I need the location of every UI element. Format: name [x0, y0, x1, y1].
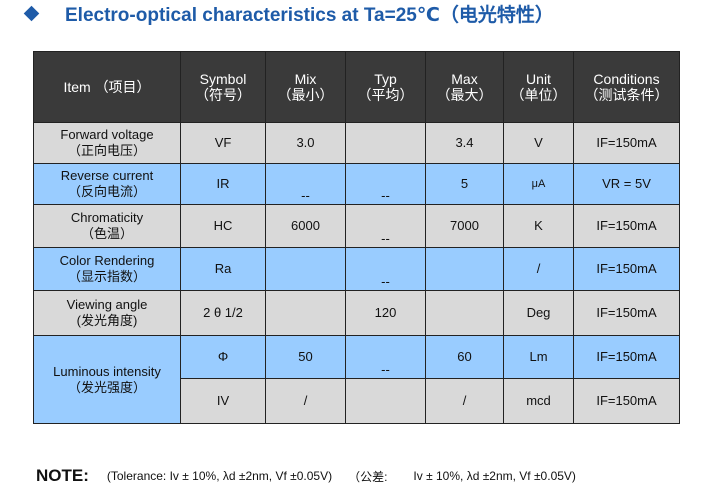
unit-cell: Lm: [503, 335, 574, 379]
max-cell: 60: [425, 335, 504, 379]
condition-cell: IF=150mA: [573, 290, 680, 336]
max-cell: 5: [425, 163, 504, 205]
header-typ: Typ （平均）: [345, 51, 426, 123]
header-max: Max （最大）: [425, 51, 504, 123]
typ-cell: --: [345, 247, 426, 291]
symbol-cell: VF: [180, 122, 266, 164]
condition-cell: IF=150mA: [573, 335, 680, 379]
note-label: NOTE:: [36, 466, 89, 485]
symbol-cell: 2 θ 1/2: [180, 290, 266, 336]
condition-cell: VR = 5V: [573, 163, 680, 205]
unit-cell: Deg: [503, 290, 574, 336]
electro-optical-table: Item （项目） Symbol （符号） Mix （最小） Typ （平均） Max…: [33, 51, 680, 424]
typ-cell: [345, 378, 426, 424]
note-text-zh-prefix: （公差:: [348, 469, 388, 484]
header-unit: Unit （单位）: [503, 51, 574, 123]
min-cell: 6000: [265, 204, 346, 248]
unit-cell: mcd: [503, 378, 574, 424]
header-symbol: Symbol （符号）: [180, 51, 266, 123]
item-cell: Chromaticity （色温）: [33, 204, 181, 248]
section-heading: Electro-optical characteristics at Ta=25…: [22, 0, 554, 26]
max-cell: [425, 290, 504, 336]
table-row: Viewing angle (发光角度) 2 θ 1/2 120 Deg IF=1…: [33, 290, 680, 336]
max-cell: 3.4: [425, 122, 504, 164]
symbol-cell: IV: [180, 378, 266, 424]
symbol-cell: IR: [180, 163, 266, 205]
condition-cell: IF=150mA: [573, 122, 680, 164]
table-row: Color Rendering （显示指数） Ra -- / IF=150mA: [33, 247, 680, 291]
table-header-row: Item （项目） Symbol （符号） Mix （最小） Typ （平均） Max…: [33, 51, 680, 123]
table-row: Luminous intensity （发光强度） Φ 50 -- 60 Lm I…: [33, 335, 680, 424]
max-cell: [425, 247, 504, 291]
table-row: Forward voltage （正向电压） VF 3.0 3.4 V IF=15…: [33, 122, 680, 164]
typ-cell: --: [345, 204, 426, 248]
diamond-bullet-icon: [23, 5, 40, 21]
unit-cell: /: [503, 247, 574, 291]
condition-cell: IF=150mA: [573, 247, 680, 291]
symbol-cell: Φ: [180, 335, 266, 379]
typ-cell: 120: [345, 290, 426, 336]
item-cell: Reverse current （反向电流）: [33, 163, 181, 205]
unit-cell: K: [503, 204, 574, 248]
item-cell: Color Rendering （显示指数）: [33, 247, 181, 291]
heading-title: Electro-optical characteristics at Ta=25…: [65, 4, 554, 26]
typ-cell: [345, 122, 426, 164]
note-text-en: (Tolerance: Iv ± 10%, λd ±2nm, Vf ±0.05V…: [106, 469, 333, 483]
max-cell: 7000: [425, 204, 504, 248]
unit-cell: μA: [503, 163, 574, 205]
table-row: Reverse current （反向电流） IR -- -- 5 μA VR =…: [33, 163, 680, 205]
header-conditions: Conditions （测试条件）: [573, 51, 680, 123]
min-cell: 3.0: [265, 122, 346, 164]
min-cell: --: [265, 163, 346, 205]
table-row: IV / / mcd IF=150mA: [34, 378, 680, 424]
condition-cell: IF=150mA: [573, 204, 680, 248]
table-row: Chromaticity （色温） HC 6000 -- 7000 K IF=15…: [33, 204, 680, 248]
condition-cell: IF=150mA: [573, 378, 680, 424]
item-cell: Viewing angle (发光角度): [33, 290, 181, 336]
symbol-cell: Ra: [180, 247, 266, 291]
min-cell: 50: [265, 335, 346, 379]
header-min: Mix （最小）: [265, 51, 346, 123]
header-item: Item （项目）: [33, 51, 181, 123]
min-cell: [265, 290, 346, 336]
typ-cell: --: [345, 335, 426, 379]
symbol-cell: HC: [180, 204, 266, 248]
tolerance-note: NOTE: (Tolerance: Iv ± 10%, λd ±2nm, Vf …: [36, 464, 576, 488]
item-cell: Luminous intensity （发光强度）: [33, 335, 181, 424]
note-text-zh: Iv ± 10%, λd ±2nm, Vf ±0.05V): [413, 469, 576, 483]
min-cell: [265, 247, 346, 291]
typ-cell: --: [345, 163, 426, 205]
item-cell: Forward voltage （正向电压）: [33, 122, 181, 164]
max-cell: /: [425, 378, 504, 424]
unit-cell: V: [503, 122, 574, 164]
min-cell: /: [265, 378, 346, 424]
